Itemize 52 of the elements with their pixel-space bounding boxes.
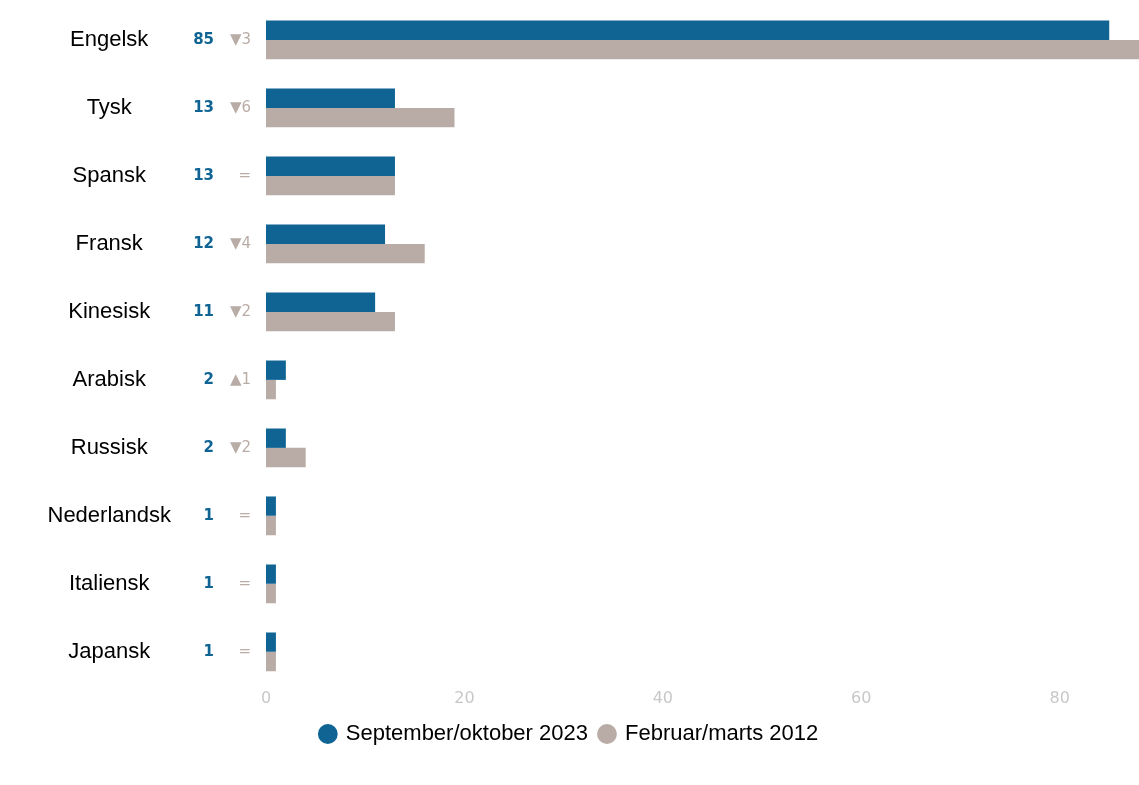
data-label: 1 — [203, 505, 214, 524]
data-label: 11 — [193, 301, 214, 320]
text: = — [238, 573, 251, 592]
legend-label: Februar/marts 2012 — [624, 720, 819, 746]
bar — [266, 651, 276, 672]
y-tick-label: Engelsk — [70, 26, 150, 52]
bar — [266, 496, 276, 516]
bar — [266, 224, 386, 244]
bar — [266, 107, 455, 128]
bar — [266, 311, 395, 332]
bar — [266, 292, 376, 312]
bar — [266, 39, 1139, 60]
y-tick-label: Russisk — [70, 433, 149, 459]
text: ▼4 — [229, 233, 251, 252]
y-tick-label: Tysk — [86, 94, 133, 120]
data-label: 2 — [203, 369, 214, 388]
text: = — [238, 641, 251, 660]
data-label: 1 — [203, 641, 214, 660]
data-label: 12 — [193, 233, 214, 252]
legend-label: September/oktober 2023 — [345, 720, 588, 746]
data-label: 1 — [203, 573, 214, 592]
y-tick-label: Kinesisk — [68, 297, 152, 323]
bar — [266, 360, 286, 380]
text: ▼3 — [229, 29, 251, 48]
data-label: 2 — [203, 437, 214, 456]
bar — [266, 583, 276, 604]
data-label: 13 — [193, 165, 214, 184]
y-tick-label: Arabisk — [72, 365, 147, 391]
bar — [266, 20, 1110, 40]
text: ▼6 — [229, 97, 251, 116]
y-tick-label: Spansk — [72, 162, 147, 188]
y-tick-label: Italiensk — [68, 569, 151, 595]
y-tick-label: Japansk — [68, 637, 152, 663]
bar — [266, 515, 276, 536]
bar — [266, 428, 286, 448]
data-label: 85 — [193, 29, 214, 48]
bar — [266, 564, 276, 584]
text: ▼2 — [229, 301, 251, 320]
text: = — [238, 165, 251, 184]
y-tick-label: Nederlandsk — [47, 501, 172, 527]
bar — [266, 447, 306, 468]
text: ▲1 — [229, 369, 251, 388]
text: = — [238, 505, 251, 524]
text: ▼2 — [229, 437, 251, 456]
bar — [266, 243, 425, 264]
bar — [266, 175, 395, 196]
bar — [266, 156, 395, 176]
bar — [266, 632, 276, 652]
y-tick-label: Fransk — [75, 229, 144, 255]
data-label: 13 — [193, 97, 214, 116]
bar — [266, 88, 395, 108]
bar — [266, 379, 276, 400]
